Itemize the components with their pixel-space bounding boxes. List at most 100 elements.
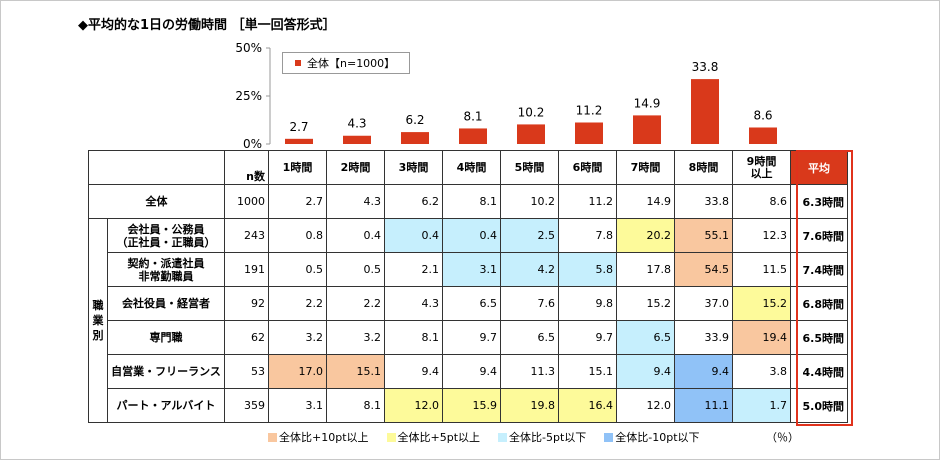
average-cell: 6.3時間	[790, 184, 848, 219]
value-cell: 1.7	[732, 388, 791, 423]
value-cell: 9.7	[442, 320, 501, 355]
bar-value-label: 2.7	[289, 120, 308, 134]
value-cell: 15.1	[558, 354, 617, 389]
value-cell: 9.4	[674, 354, 733, 389]
value-cell: 0.8	[268, 218, 327, 253]
category-header: 1時間	[268, 150, 327, 185]
n-count-cell: 62	[224, 320, 269, 355]
color-legend-label: 全体比+5pt以上	[397, 431, 481, 444]
table-row: 専門職 62 3.2 3.2 8.1 9.7 6.5 9.7 6.5 33.9 19.4 6.5時間	[89, 320, 848, 355]
average-cell: 6.5時間	[790, 320, 848, 355]
value-cell: 7.6	[500, 286, 559, 321]
value-cell: 0.5	[268, 252, 327, 287]
average-cell: 7.6時間	[790, 218, 848, 253]
color-legend-item: 全体比+5pt以上	[386, 429, 481, 445]
table-row: 自営業・フリーランス 53 17.0 15.1 9.4 9.4 11.3 15.1 9.4 9.4…	[89, 354, 848, 389]
value-cell: 6.5	[500, 320, 559, 355]
y-tick-label: 0%	[243, 137, 262, 150]
value-cell: 3.1	[442, 252, 501, 287]
color-legend-swatch	[268, 432, 277, 442]
value-cell: 4.2	[500, 252, 559, 287]
y-tick-label: 25%	[235, 89, 262, 103]
bar	[285, 138, 313, 144]
category-header: 9時間 以上	[732, 150, 791, 185]
value-cell: 11.5	[732, 252, 791, 287]
value-cell: 19.8	[500, 388, 559, 423]
value-cell: 8.6	[732, 184, 791, 219]
legend-swatch	[295, 60, 301, 66]
value-cell: 2.2	[268, 286, 327, 321]
value-cell: 54.5	[674, 252, 733, 287]
bar-value-label: 8.6	[753, 108, 772, 122]
table-row: 契約・派遣社員 非常勤職員 191 0.5 0.5 2.1 3.1 4.2 5.8 17.8 54.…	[89, 252, 848, 287]
average-cell: 5.0時間	[790, 388, 848, 423]
value-cell: 6.5	[442, 286, 501, 321]
value-cell: 6.2	[384, 184, 443, 219]
average-cell: 6.8時間	[790, 286, 848, 321]
color-legend-item: 全体比-10pt以下	[604, 429, 700, 445]
value-cell: 12.0	[616, 388, 675, 423]
value-cell: 0.5	[326, 252, 385, 287]
bar-value-label: 8.1	[463, 109, 482, 123]
bar	[749, 127, 777, 144]
category-header: 6時間	[558, 150, 617, 185]
value-cell: 8.1	[326, 388, 385, 423]
value-cell: 4.3	[326, 184, 385, 219]
row-label: パート・アルバイト	[107, 388, 225, 423]
y-tick-label: 50%	[235, 41, 262, 55]
table-row: 全体 1000 2.7 4.3 6.2 8.1 10.2 11.2 14.9 33.8 8.6 6.3…	[88, 184, 848, 219]
color-legend-swatch	[604, 432, 614, 442]
chart-title: ◆平均的な1日の労働時間 ［単一回答形式］	[78, 18, 336, 33]
bar	[459, 128, 487, 144]
category-header: 3時間	[384, 150, 443, 185]
value-cell: 2.7	[268, 184, 327, 219]
value-cell: 37.0	[674, 286, 733, 321]
value-cell: 3.1	[268, 388, 327, 423]
color-legend-item: 全体比-5pt以下	[498, 429, 586, 445]
row-label: 全体	[88, 184, 225, 219]
color-legend-label: 全体比-5pt以下	[509, 431, 587, 444]
value-cell: 8.1	[384, 320, 443, 355]
value-cell: 9.8	[558, 286, 617, 321]
bar-value-label: 11.2	[576, 103, 603, 117]
value-cell: 15.9	[442, 388, 501, 423]
value-cell: 3.2	[326, 320, 385, 355]
table-header-row: n数 1時間 2時間 3時間 4時間 5時間 6時間 7時間 8時間 9時間 以上 平均	[88, 150, 848, 185]
bar-value-label: 14.9	[634, 96, 661, 110]
legend-label: 全体【n=1000】	[307, 57, 396, 70]
bar-value-label: 33.8	[692, 60, 719, 74]
bar-chart: 0% 25% 50% 2.7 4.3 6.2 8.1 10.2 11.2 14.9 33.8 8.6	[235, 41, 777, 150]
value-cell: 15.2	[616, 286, 675, 321]
value-cell: 19.4	[732, 320, 791, 355]
value-cell: 15.2	[732, 286, 791, 321]
category-header: 5時間	[500, 150, 559, 185]
value-cell: 11.1	[674, 388, 733, 423]
data-table: n数 1時間 2時間 3時間 4時間 5時間 6時間 7時間 8時間 9時間 以上 平均 全体 1000 2…	[88, 150, 848, 423]
n-count-cell: 53	[224, 354, 269, 389]
value-cell: 17.8	[616, 252, 675, 287]
value-cell: 15.1	[326, 354, 385, 389]
color-legend-swatch	[386, 432, 396, 442]
value-cell: 33.8	[674, 184, 733, 219]
value-cell: 9.4	[384, 354, 443, 389]
value-cell: 9.7	[558, 320, 617, 355]
bar	[633, 115, 661, 144]
color-legend: 全体比+10pt以上 全体比+5pt以上 全体比-5pt以下 全体比-10pt以下	[268, 429, 718, 445]
color-legend-label: 全体比-10pt以下	[615, 431, 700, 444]
value-cell: 3.8	[732, 354, 791, 389]
value-cell: 2.2	[326, 286, 385, 321]
table-row: 職業別会社員・公務員 （正社員・正職員） 243 0.8 0.4 0.4 0.4 2.5 7.8…	[88, 218, 848, 423]
n-count-header: n数	[224, 150, 269, 185]
unit-label: （％）	[766, 431, 799, 444]
row-label: 契約・派遣社員 非常勤職員	[107, 252, 225, 287]
color-legend-item: 全体比+10pt以上	[268, 429, 369, 445]
value-cell: 4.3	[384, 286, 443, 321]
table-row: 会社役員・経営者 92 2.2 2.2 4.3 6.5 7.6 9.8 15.2 37.0 15.2…	[89, 286, 848, 321]
chart-legend: 全体【n=1000】	[282, 52, 410, 74]
value-cell: 3.2	[268, 320, 327, 355]
n-count-cell: 191	[224, 252, 269, 287]
bar	[691, 79, 719, 144]
header-blank-cell	[88, 150, 225, 185]
group-label: 職業別	[88, 218, 108, 423]
row-label: 自営業・フリーランス	[107, 354, 225, 389]
